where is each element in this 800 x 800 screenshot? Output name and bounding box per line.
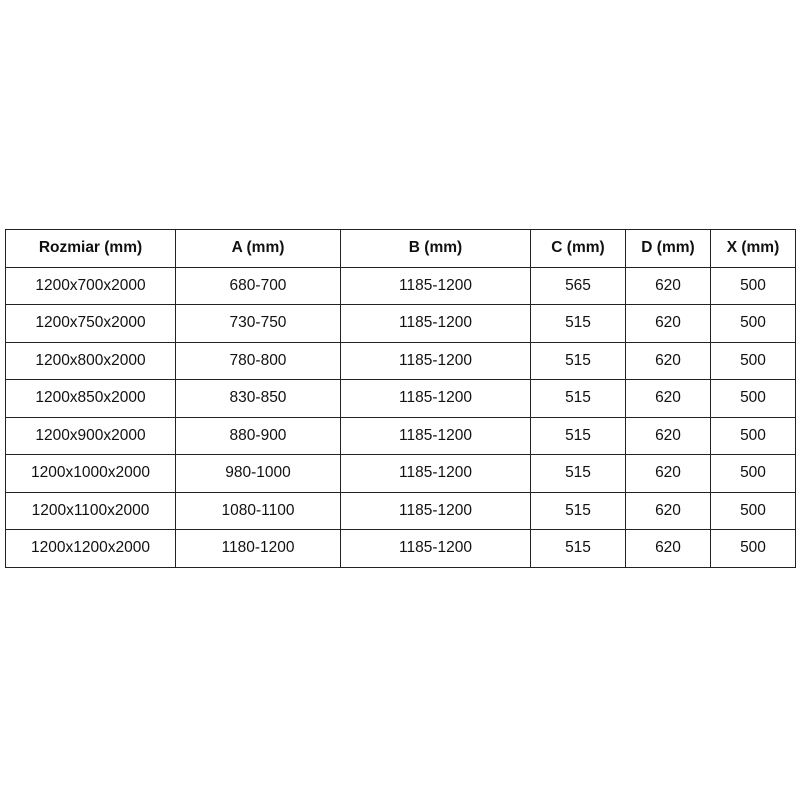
table-cell: 515 [530, 529, 626, 568]
table-cell: 830-850 [175, 379, 341, 418]
dimensions-table: Rozmiar (mm) A (mm) B (mm) C (mm) D (mm) X (m… [5, 229, 796, 568]
table-cell: 620 [625, 266, 711, 305]
table-cell: 620 [625, 379, 711, 418]
table-cell: 1200x800x2000 [5, 341, 176, 380]
table-cell: 515 [530, 304, 626, 343]
table-cell: 1200x700x2000 [5, 266, 176, 305]
table-cell: 500 [710, 454, 796, 493]
column-header: B (mm) [340, 229, 531, 268]
table-row: 1200x1000x2000 980-1000 1185-1200 515 620 500 [5, 454, 796, 493]
table-row: 1200x900x2000 880-900 1185-1200 515 620 500 [5, 416, 796, 455]
table-cell: 1200x1000x2000 [5, 454, 176, 493]
table-cell: 1185-1200 [340, 379, 531, 418]
table-cell: 1200x1200x2000 [5, 529, 176, 568]
table-cell: 515 [530, 341, 626, 380]
table-cell: 1185-1200 [340, 491, 531, 530]
column-header: A (mm) [175, 229, 341, 268]
table-cell: 1200x850x2000 [5, 379, 176, 418]
table-cell: 500 [710, 341, 796, 380]
table-cell: 1200x900x2000 [5, 416, 176, 455]
table-cell: 565 [530, 266, 626, 305]
table-cell: 1180-1200 [175, 529, 341, 568]
table-cell: 500 [710, 416, 796, 455]
table-row: 1200x850x2000 830-850 1185-1200 515 620 500 [5, 379, 796, 418]
table-cell: 780-800 [175, 341, 341, 380]
table-cell: 620 [625, 454, 711, 493]
table-row: 1200x800x2000 780-800 1185-1200 515 620 500 [5, 341, 796, 380]
table-cell: 1185-1200 [340, 341, 531, 380]
table-cell: 880-900 [175, 416, 341, 455]
table-cell: 1080-1100 [175, 491, 341, 530]
table-cell: 620 [625, 491, 711, 530]
header-row: Rozmiar (mm) A (mm) B (mm) C (mm) D (mm) X (m… [5, 229, 796, 268]
table-cell: 1200x750x2000 [5, 304, 176, 343]
table-cell: 500 [710, 529, 796, 568]
table-cell: 515 [530, 416, 626, 455]
table-cell: 1185-1200 [340, 454, 531, 493]
table-cell: 620 [625, 341, 711, 380]
table-cell: 620 [625, 416, 711, 455]
table-cell: 500 [710, 304, 796, 343]
table-row: 1200x1200x2000 1180-1200 1185-1200 515 620 50… [5, 529, 796, 568]
table-cell: 515 [530, 379, 626, 418]
table-cell: 500 [710, 266, 796, 305]
table-row: 1200x1100x2000 1080-1100 1185-1200 515 620 50… [5, 491, 796, 530]
table-cell: 730-750 [175, 304, 341, 343]
table-cell: 515 [530, 454, 626, 493]
table-cell: 680-700 [175, 266, 341, 305]
table-cell: 620 [625, 304, 711, 343]
table-cell: 620 [625, 529, 711, 568]
column-header: X (mm) [710, 229, 796, 268]
table-cell: 515 [530, 491, 626, 530]
column-header: Rozmiar (mm) [5, 229, 176, 268]
table-cell: 1185-1200 [340, 304, 531, 343]
table-cell: 1200x1100x2000 [5, 491, 176, 530]
table-cell: 500 [710, 379, 796, 418]
table-row: 1200x750x2000 730-750 1185-1200 515 620 500 [5, 304, 796, 343]
table-row: 1200x700x2000 680-700 1185-1200 565 620 500 [5, 266, 796, 305]
table-cell: 1185-1200 [340, 416, 531, 455]
table-cell: 1185-1200 [340, 266, 531, 305]
table-cell: 500 [710, 491, 796, 530]
table-cell: 980-1000 [175, 454, 341, 493]
table-cell: 1185-1200 [340, 529, 531, 568]
column-header: C (mm) [530, 229, 626, 268]
column-header: D (mm) [625, 229, 711, 268]
